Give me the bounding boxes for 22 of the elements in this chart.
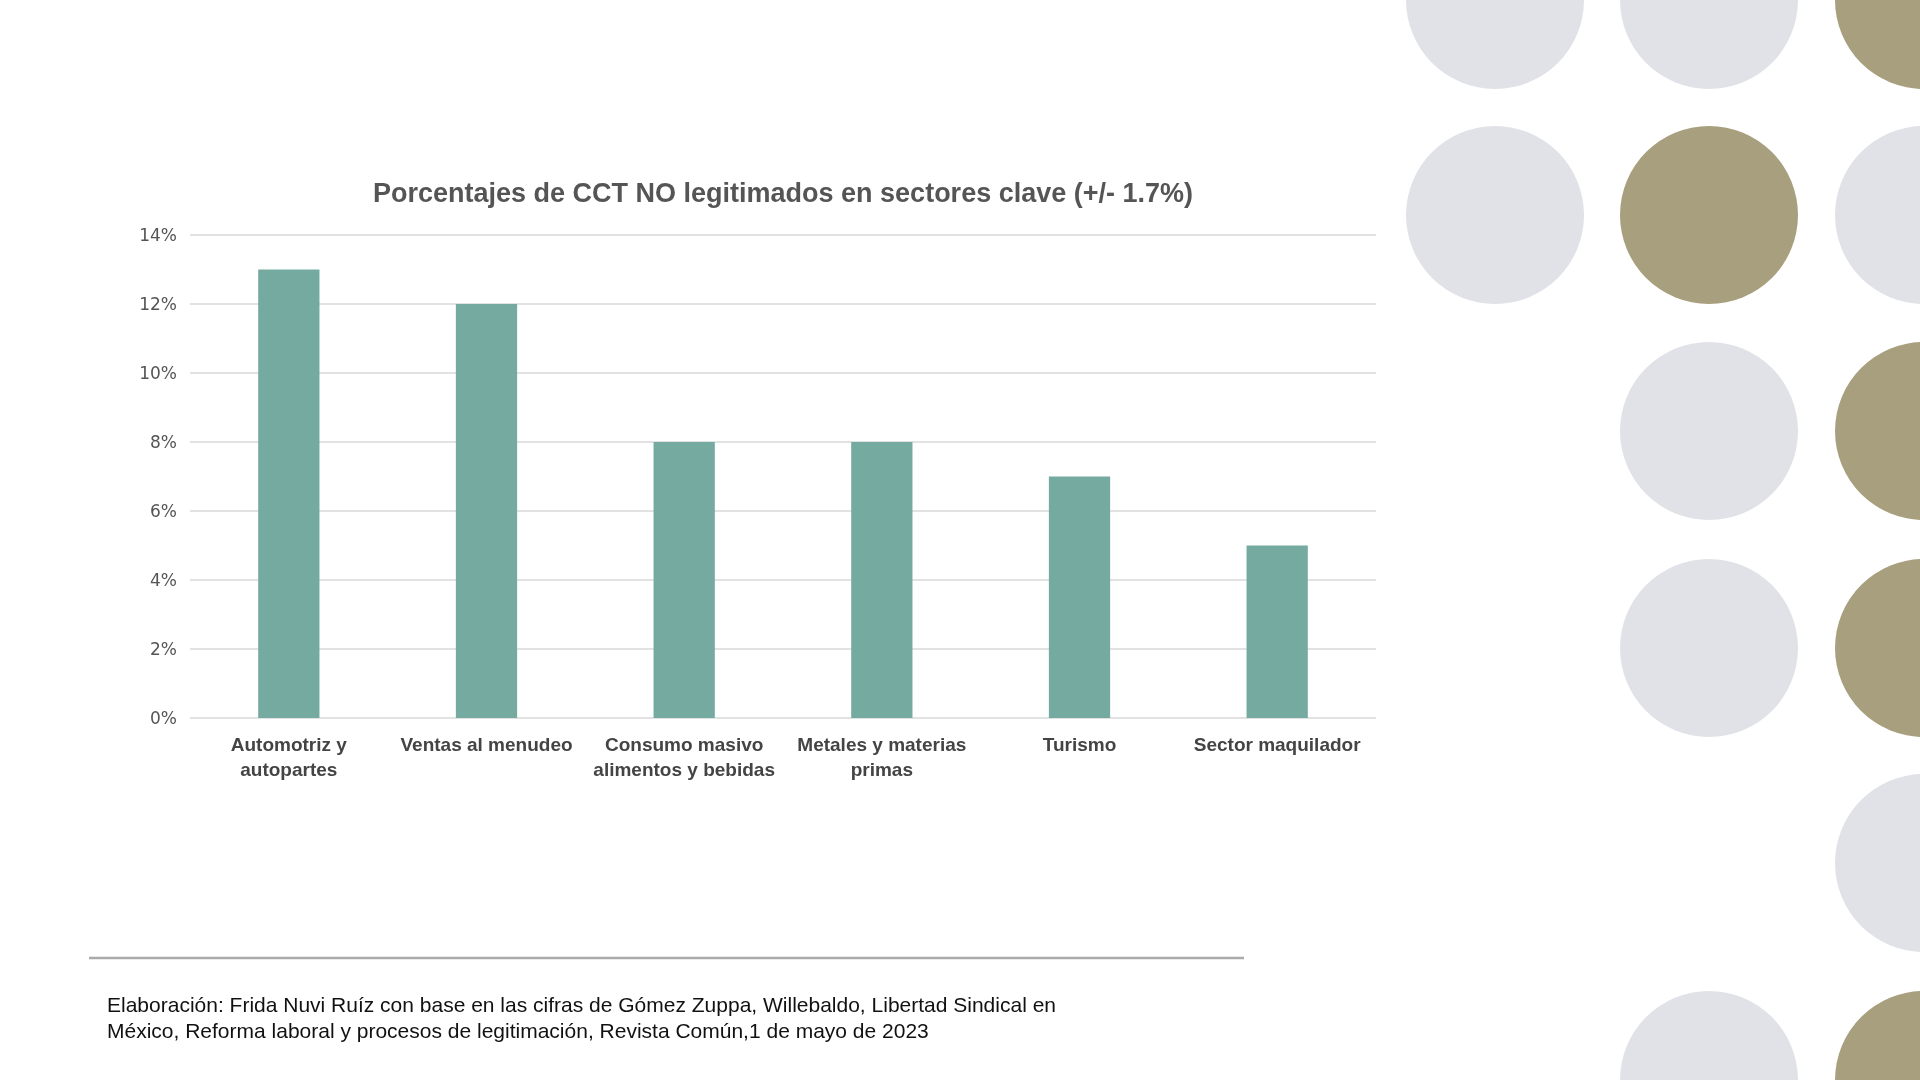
- bar: [653, 442, 715, 718]
- y-tick-label: 12%: [139, 293, 177, 314]
- bar: [1246, 545, 1308, 718]
- x-tick-label: Metales y materias primas: [797, 734, 967, 780]
- y-tick-label: 2%: [150, 638, 177, 659]
- y-tick-label: 8%: [150, 431, 177, 452]
- chart-title: Porcentajes de CCT NO legitimados en sectores clave (+/- 1.7%): [372, 178, 1194, 208]
- x-tick-label: Consumo masivo alimentos y bebidas: [593, 734, 775, 780]
- y-tick-label: 4%: [150, 569, 177, 590]
- x-tick-label: Sector maquilador: [1193, 734, 1362, 755]
- bar: [851, 442, 913, 718]
- x-tick-label: Ventas al menudeo: [400, 734, 573, 755]
- x-tick-label: Automotriz y autopartes: [230, 734, 348, 780]
- bar: [1048, 476, 1111, 718]
- y-tick-label: 6%: [150, 500, 177, 521]
- y-tick-label: 0%: [150, 707, 177, 728]
- y-tick-label: 10%: [139, 362, 177, 383]
- bar: [455, 304, 518, 718]
- x-tick-label: Turismo: [1042, 734, 1117, 755]
- text: Elaboración: Frida Nuvi Ruíz con base en las cifras de Gómez Zuppa, Willebaldo, Libertad Sindical en México, Reforma laboral y procesos de legitimación, Revista Común,1 de mayo de 2023: [107, 992, 1057, 1044]
- bar: [258, 269, 320, 718]
- y-tick-label: 14%: [139, 224, 177, 245]
